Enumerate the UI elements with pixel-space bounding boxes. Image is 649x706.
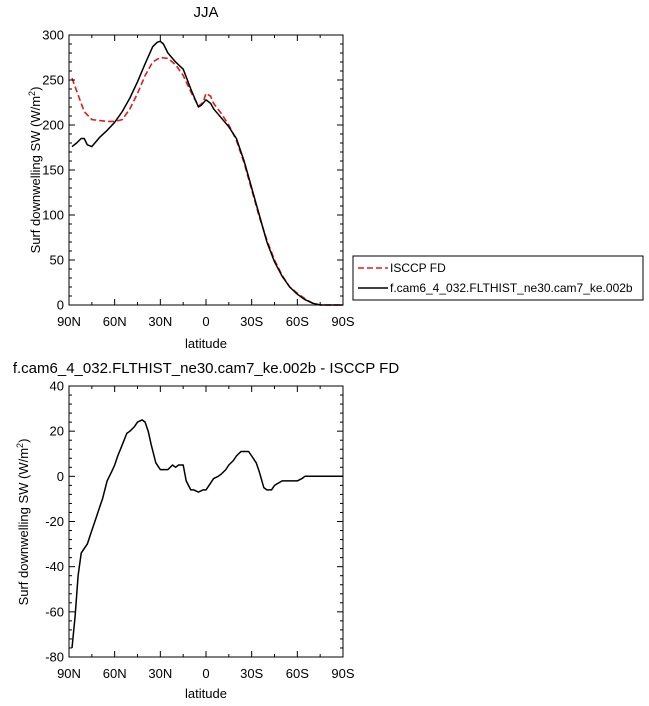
bottom-x-tick-label-0: 90N xyxy=(57,666,81,681)
bottom-x-tick-label-3: 0 xyxy=(202,666,209,681)
top-y-axis-title: Surf downwelling SW (W/m2) xyxy=(27,87,43,254)
svg-text:Surf downwelling SW (W/m2): Surf downwelling SW (W/m2) xyxy=(15,439,31,606)
top-panel-title: JJA xyxy=(193,4,218,21)
top-x-tick-label-5: 60S xyxy=(286,314,309,329)
top-series-line-0 xyxy=(71,56,343,306)
bottom-y-tick-label-2: -40 xyxy=(45,559,64,574)
top-y-axis-title-text: Surf downwelling SW (W/m xyxy=(28,96,43,253)
top-x-tick-label-3: 0 xyxy=(202,314,209,329)
bottom-x-tick-label-4: 30S xyxy=(240,666,263,681)
bottom-y-axis-title-text: Surf downwelling SW (W/m xyxy=(16,448,31,605)
bottom-plot-frame xyxy=(68,385,344,658)
top-x-tick-label-2: 30N xyxy=(148,314,172,329)
top-x-tick-label-0: 90N xyxy=(57,314,81,329)
legend-box xyxy=(352,255,644,301)
top-series-line-1 xyxy=(71,40,343,306)
top-y-axis-title-sup: 2 xyxy=(27,91,37,96)
top-y-tick-label-3: 150 xyxy=(42,163,64,178)
bottom-y-tick-label-0: -80 xyxy=(45,650,64,665)
bottom-y-tick-label-1: -60 xyxy=(45,604,64,619)
bottom-x-tick-label-5: 60S xyxy=(286,666,309,681)
bottom-panel-title: f.cam6_4_032.FLTHIST_ne30.cam7_ke.002b -… xyxy=(13,360,399,377)
bottom-y-tick-label-4: 0 xyxy=(57,469,64,484)
top-x-tick-label-1: 60N xyxy=(103,314,127,329)
bottom-y-tick-label-5: 20 xyxy=(50,424,64,439)
bottom-series-line-0 xyxy=(71,419,343,649)
top-panel: JJA Surf downwelling SW (W/m2) latitude … xyxy=(27,4,355,351)
svg-text:Surf downwelling SW (W/m2): Surf downwelling SW (W/m2) xyxy=(27,87,43,254)
bottom-y-axis-title-sup: 2 xyxy=(15,443,25,448)
bottom-y-axis-title-close: ) xyxy=(16,439,31,443)
bottom-x-tick-label-6: 90S xyxy=(331,666,354,681)
top-y-tick-label-6: 300 xyxy=(42,28,64,43)
bottom-x-tick-label-1: 60N xyxy=(103,666,127,681)
bottom-x-axis-title: latitude xyxy=(185,686,227,701)
top-y-tick-label-4: 200 xyxy=(42,118,64,133)
bottom-y-tick-label-6: 40 xyxy=(50,379,64,394)
top-y-tick-label-0: 0 xyxy=(57,298,64,313)
top-y-tick-label-5: 250 xyxy=(42,73,64,88)
bottom-y-tick-label-3: -20 xyxy=(45,514,64,529)
bottom-panel: f.cam6_4_032.FLTHIST_ne30.cam7_ke.002b -… xyxy=(13,360,399,701)
top-y-axis-title-close: ) xyxy=(28,87,43,91)
top-x-tick-label-6: 90S xyxy=(331,314,354,329)
top-y-tick-label-1: 50 xyxy=(50,253,64,268)
bottom-y-axis-title: Surf downwelling SW (W/m2) xyxy=(15,439,31,606)
legend: ISCCP FD f.cam6_4_032.FLTHIST_ne30.cam7_… xyxy=(352,255,644,301)
top-x-tick-label-4: 30S xyxy=(240,314,263,329)
legend-label-model: f.cam6_4_032.FLTHIST_ne30.cam7_ke.002b xyxy=(390,281,633,295)
top-y-tick-label-2: 100 xyxy=(42,208,64,223)
top-plot-frame xyxy=(68,34,344,306)
top-x-axis-title: latitude xyxy=(185,336,227,351)
legend-label-isccp: ISCCP FD xyxy=(390,261,446,275)
bottom-x-tick-label-2: 30N xyxy=(148,666,172,681)
